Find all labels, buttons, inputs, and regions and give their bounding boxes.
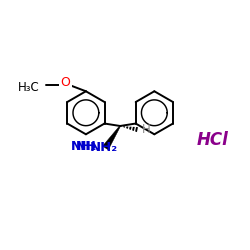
- Text: NH₂: NH₂: [70, 140, 97, 152]
- Text: O: O: [60, 76, 70, 89]
- Polygon shape: [135, 127, 138, 132]
- Polygon shape: [126, 126, 128, 129]
- Text: HCl: HCl: [197, 131, 229, 149]
- Text: NH: NH: [76, 140, 97, 152]
- Polygon shape: [120, 126, 122, 127]
- Text: H₃C: H₃C: [18, 81, 40, 94]
- Polygon shape: [102, 126, 120, 150]
- Text: H: H: [142, 124, 150, 136]
- Polygon shape: [123, 126, 125, 128]
- Polygon shape: [132, 127, 135, 131]
- Polygon shape: [129, 126, 132, 130]
- Text: NH₂: NH₂: [90, 142, 118, 154]
